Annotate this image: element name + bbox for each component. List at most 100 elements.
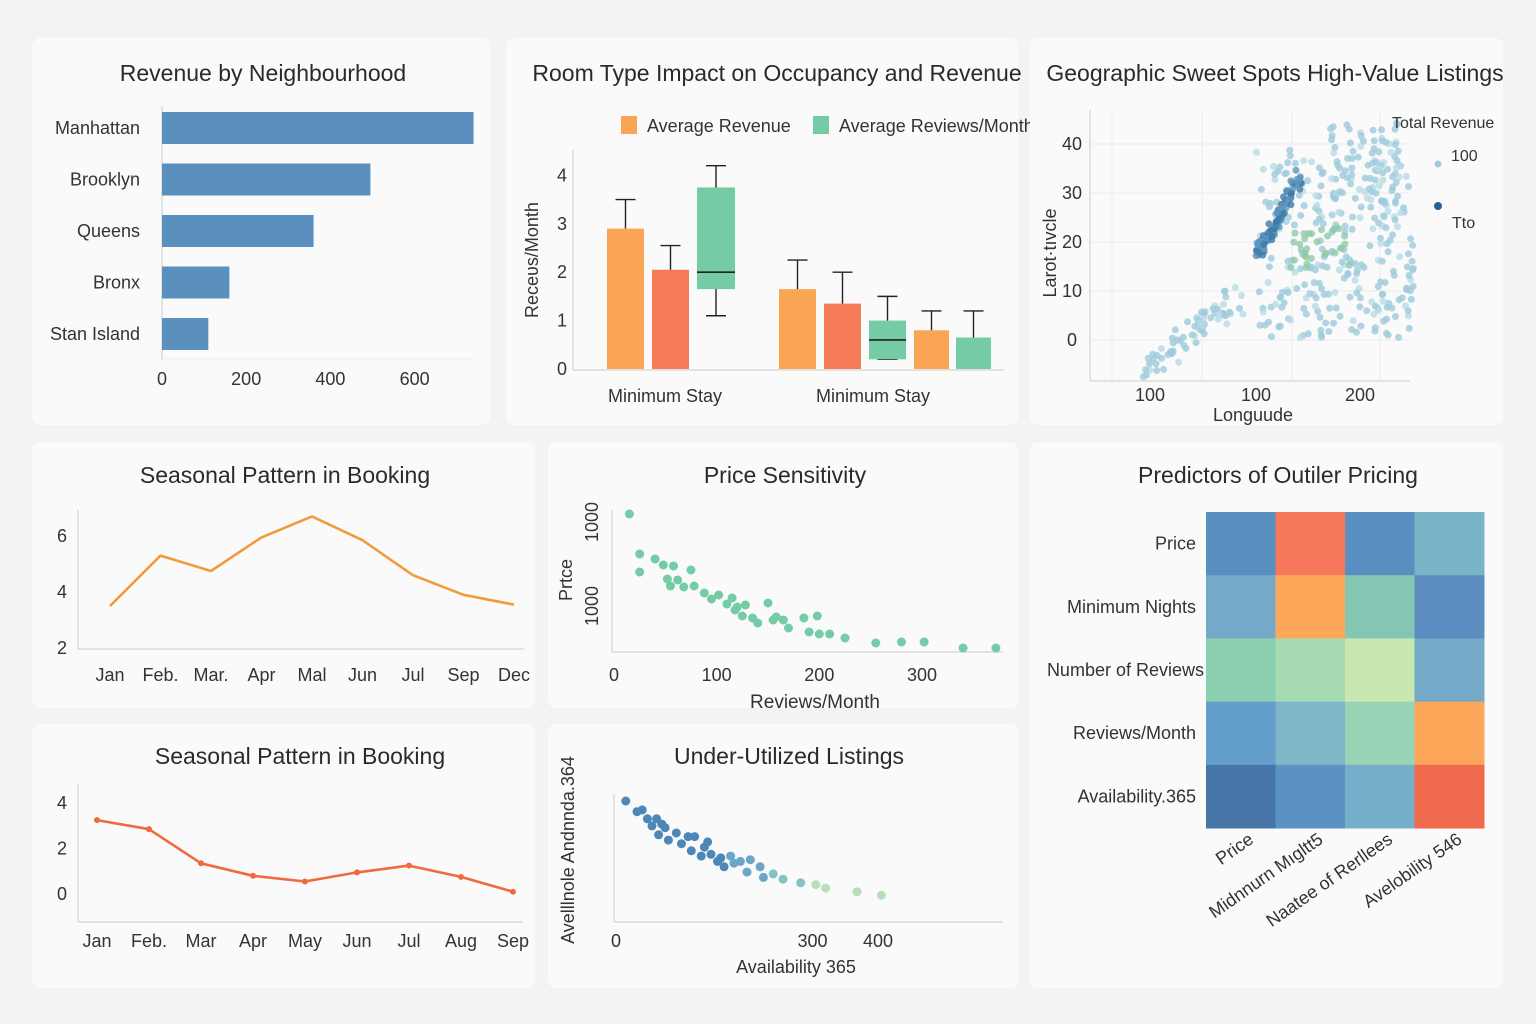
scatter-point [1264, 279, 1272, 286]
scatter-point [732, 602, 742, 612]
line-point [354, 869, 360, 876]
scatter-point [1375, 182, 1383, 190]
x-tick-label: Aug [445, 931, 477, 951]
scatter-point [1394, 223, 1401, 231]
y-tick-label: 4 [57, 793, 67, 813]
scatter-point [1315, 164, 1323, 172]
scatter-point [1291, 221, 1298, 229]
scatter-point [1306, 290, 1314, 298]
category-label: Queens [77, 221, 140, 241]
scatter-point [1296, 240, 1304, 248]
scatter-point [1349, 147, 1357, 155]
underutil-chart: Under-Utilized Listings 0 300 400 Availabil… [558, 743, 1003, 977]
scatter-point [1353, 328, 1360, 336]
scatter-point [1220, 287, 1228, 295]
scatter-point [1382, 138, 1390, 146]
scatter-point [871, 638, 881, 648]
scatter-point [669, 561, 678, 571]
y-tick-label: 6 [57, 526, 67, 546]
scatter-point [1330, 149, 1338, 157]
scatter-point [1220, 300, 1227, 308]
scatter-point [1348, 164, 1356, 172]
scatter-point [716, 853, 726, 863]
scatter-point [1290, 256, 1298, 264]
heatmap-cell [1345, 764, 1415, 829]
scatter-point [1367, 203, 1375, 211]
scatter-point [1276, 163, 1284, 171]
scatter-point [1291, 268, 1299, 276]
scatter-point [699, 588, 709, 598]
bar [162, 163, 371, 196]
scatter-point [1393, 119, 1400, 127]
y-tick-label: 1 [557, 311, 567, 331]
scatter-point [1329, 123, 1337, 131]
scatter-point [1304, 330, 1312, 338]
line-point [510, 888, 516, 895]
scatter-point [1158, 345, 1165, 352]
scatter-point [1353, 289, 1361, 297]
chart-title: Room Type Impact on Occupancy and Revenu… [532, 60, 1021, 86]
y-tick-label: 2 [57, 638, 67, 658]
scatter-point [1290, 238, 1298, 246]
scatter-point [1374, 283, 1382, 291]
scatter-point [696, 851, 706, 861]
scatter-point [1175, 358, 1183, 366]
scatter-point [768, 869, 778, 879]
scatter-point [1363, 307, 1371, 315]
scatter-point [804, 627, 814, 637]
chart-title: Revenue by Neighbourhood [120, 60, 406, 86]
scatter-point [1347, 180, 1355, 188]
scatter-point [1308, 230, 1316, 238]
legend-swatch [813, 116, 829, 134]
y-tick-label: 1000 [582, 502, 602, 542]
heatmap-cell [1414, 701, 1485, 766]
scatter-point [663, 835, 673, 845]
scatter-point [1276, 322, 1284, 330]
scatter-point [1215, 310, 1223, 318]
scatter-point [763, 598, 773, 608]
x-tick-label: May [288, 931, 322, 951]
scatter-point [1391, 141, 1399, 149]
scatter-point [1207, 314, 1215, 322]
scatter-point [1389, 231, 1396, 239]
row-label: Availability.365 [1078, 786, 1196, 806]
bar [162, 266, 230, 299]
scatter-point [1404, 307, 1412, 315]
scatter-point [1265, 318, 1272, 326]
scatter-point [1360, 263, 1368, 271]
column-label: Naatee of Rerllees [1262, 829, 1396, 931]
scatter-point [1316, 313, 1324, 321]
scatter-point [1383, 329, 1390, 337]
x-tick-label: 400 [863, 931, 893, 951]
scatter-point [1396, 253, 1404, 261]
x-tick-label: Mar. [193, 665, 228, 685]
scatter-point [778, 615, 788, 625]
scatter-point [1357, 203, 1365, 211]
bar [162, 318, 209, 350]
category-label: Minimum Stay [816, 386, 930, 406]
scatter-point [1318, 170, 1326, 178]
heatmap-panel: Predictors of Outiler Pricing Price Minim… [1030, 442, 1503, 988]
scatter-point [1267, 254, 1275, 262]
heatmap-cell [1206, 764, 1276, 829]
x-tick-label: 600 [400, 369, 430, 389]
scatter-point [1368, 188, 1375, 196]
scatter-point [1405, 312, 1412, 320]
scatter-point [1338, 258, 1346, 266]
y-tick-label: 1000 [582, 586, 602, 626]
scatter-point [1269, 162, 1277, 170]
scatter-point [1354, 153, 1362, 161]
scatter-point [1391, 313, 1399, 320]
scatter-point [758, 872, 768, 882]
geo-chart: Geographic Sweet Spots High-Value Listin… [1040, 60, 1504, 425]
scatter-point [1236, 304, 1243, 312]
scatter-point [1287, 190, 1295, 198]
scatter-point [1378, 290, 1386, 298]
price-chart: Price Sensitivity 0 100 200 300 Reviews/Mont… [556, 462, 1003, 713]
line-point [146, 826, 152, 833]
y-tick-label: 4 [57, 582, 67, 602]
scatter-point [1383, 315, 1390, 323]
x-tick-label: 0 [609, 665, 619, 685]
scatter-point [1222, 312, 1230, 320]
scatter-point [1268, 333, 1275, 341]
